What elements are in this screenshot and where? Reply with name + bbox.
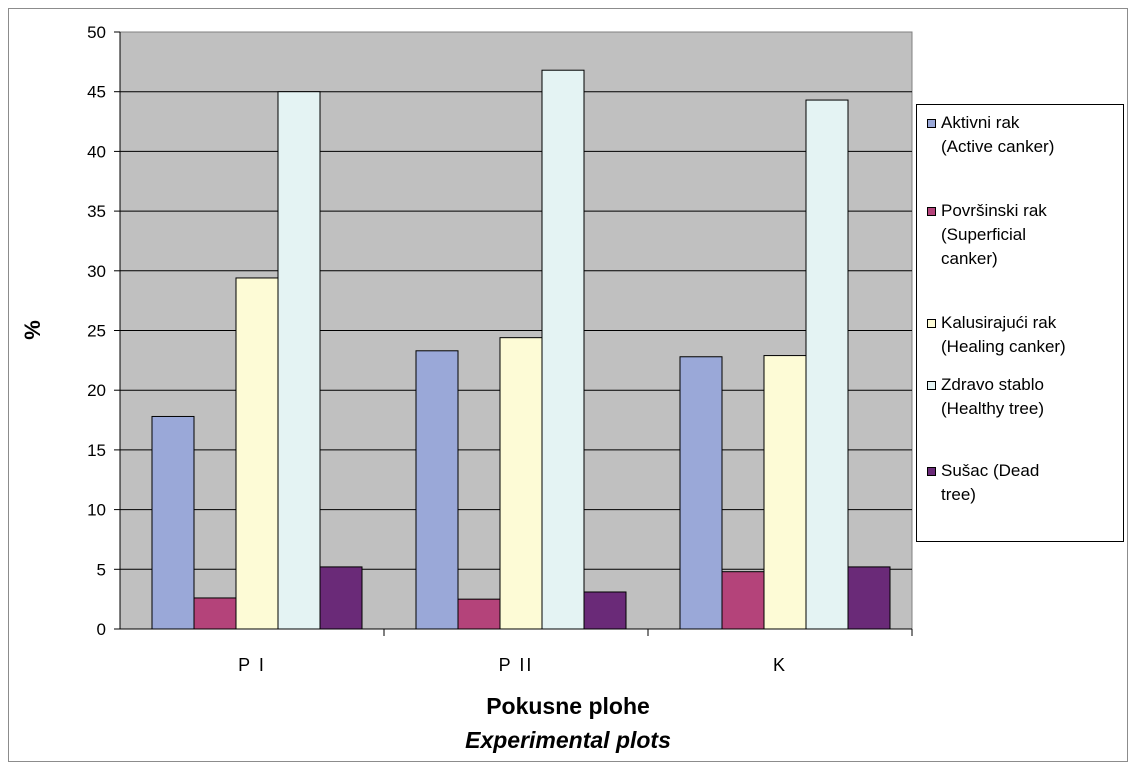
- legend-label-line: Kalusirajući rak: [941, 313, 1057, 332]
- bar: [805, 99, 849, 630]
- y-tick-label: 40: [87, 142, 106, 161]
- y-tick-label: 30: [87, 262, 106, 281]
- bar: [679, 356, 723, 630]
- bar: [151, 415, 195, 630]
- y-tick-label: 15: [87, 441, 106, 460]
- legend-swatch: [927, 119, 936, 128]
- bar: [319, 566, 363, 630]
- y-tick-label: 0: [97, 620, 106, 639]
- legend-label: Kalusirajući rak (Healing canker): [941, 311, 1121, 359]
- legend-swatch: [927, 381, 936, 390]
- bar: [847, 566, 891, 630]
- legend-label-line: Površinski rak: [941, 201, 1047, 220]
- legend-label-line: (Superficial: [941, 225, 1027, 244]
- bars: [151, 69, 891, 630]
- bar: [583, 591, 627, 630]
- legend-label-line: Zdravo stablo: [941, 375, 1044, 394]
- x-tick-label: P I: [238, 655, 266, 675]
- legend-label: Aktivni rak (Active canker): [941, 111, 1121, 159]
- bar: [721, 571, 765, 630]
- legend: Aktivni rak (Active canker) Površinski rak…: [916, 104, 1124, 542]
- x-tick-label: P II: [499, 655, 534, 675]
- legend-label: Sušac (Dead tree): [941, 459, 1121, 507]
- legend-swatch: [927, 207, 936, 216]
- bar: [193, 597, 237, 630]
- y-tick-label: 5: [97, 560, 106, 579]
- y-axis-label: %: [20, 320, 45, 340]
- y-tick-label: 25: [87, 322, 106, 341]
- bar: [499, 337, 543, 630]
- x-axis-label-translation: Experimental plots: [465, 727, 671, 753]
- x-axis-label: Pokusne plohe: [486, 693, 650, 719]
- legend-label-line: Aktivni rak: [941, 113, 1020, 132]
- y-tick-label: 20: [87, 381, 106, 400]
- y-tick-label: 35: [87, 202, 106, 221]
- bar: [763, 355, 807, 630]
- legend-label: Površinski rak (Superficial canker): [941, 199, 1121, 271]
- bar: [415, 350, 459, 630]
- legend-label-line: canker): [941, 249, 998, 268]
- x-tick-label: K: [773, 655, 787, 675]
- legend-label: Zdravo stablo (Healthy tree): [941, 373, 1121, 421]
- y-tick-label: 50: [87, 23, 106, 42]
- y-tick-label: 10: [87, 501, 106, 520]
- axes: 0 5 10 15 20 25 30 35 40 45 50 P I P II K: [87, 23, 913, 675]
- legend-label-line: tree): [941, 485, 976, 504]
- bar: [541, 69, 585, 630]
- legend-label-line: (Healing canker): [941, 337, 1066, 356]
- bar: [457, 598, 501, 630]
- legend-label-line: (Active canker): [941, 137, 1055, 156]
- bar: [235, 277, 279, 630]
- bar: [277, 91, 321, 630]
- legend-label-line: Sušac (Dead: [941, 461, 1040, 480]
- y-tick-label: 45: [87, 83, 106, 102]
- legend-label-line: (Healthy tree): [941, 399, 1044, 418]
- legend-swatch: [927, 467, 936, 476]
- legend-swatch: [927, 319, 936, 328]
